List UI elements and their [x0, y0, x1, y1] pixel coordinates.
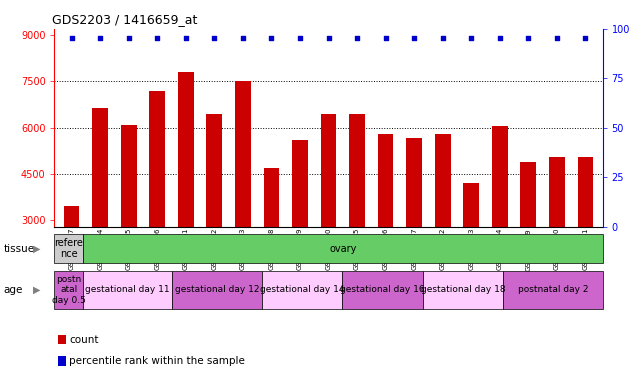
Text: gestational day 18: gestational day 18: [420, 285, 505, 295]
Bar: [520, 162, 536, 313]
Bar: [378, 134, 394, 313]
Bar: [262, 271, 342, 309]
Point: [209, 35, 219, 41]
Point: [352, 35, 362, 41]
Point: [523, 35, 533, 41]
Bar: [92, 108, 108, 313]
Text: postn
atal
day 0.5: postn atal day 0.5: [52, 275, 86, 305]
Text: GDS2203 / 1416659_at: GDS2203 / 1416659_at: [52, 13, 197, 26]
Point: [466, 35, 476, 41]
Bar: [549, 157, 565, 313]
Text: age: age: [3, 285, 22, 295]
Bar: [320, 114, 337, 313]
Text: gestational day 11: gestational day 11: [85, 285, 170, 295]
Bar: [178, 72, 194, 313]
Bar: [54, 271, 83, 309]
Point: [152, 35, 162, 41]
Point: [552, 35, 562, 41]
Point: [238, 35, 248, 41]
Bar: [435, 134, 451, 313]
Text: ovary: ovary: [329, 243, 356, 254]
Point: [266, 35, 276, 41]
Bar: [206, 114, 222, 313]
Bar: [235, 81, 251, 313]
Point: [495, 35, 505, 41]
Point: [181, 35, 191, 41]
Bar: [578, 157, 594, 313]
Text: ▶: ▶: [33, 243, 41, 254]
Bar: [149, 91, 165, 313]
Point: [409, 35, 419, 41]
Point: [580, 35, 590, 41]
Text: gestational day 12: gestational day 12: [175, 285, 259, 295]
Text: gestational day 16: gestational day 16: [340, 285, 425, 295]
Bar: [349, 114, 365, 313]
Bar: [292, 140, 308, 313]
Bar: [423, 271, 503, 309]
Bar: [463, 183, 479, 313]
Bar: [63, 207, 79, 313]
Point: [295, 35, 305, 41]
Bar: [54, 234, 83, 263]
Bar: [83, 271, 172, 309]
Text: postnatal day 2: postnatal day 2: [518, 285, 588, 295]
Point: [323, 35, 333, 41]
Point: [124, 35, 134, 41]
Text: ▶: ▶: [33, 285, 41, 295]
Text: percentile rank within the sample: percentile rank within the sample: [69, 356, 245, 366]
Point: [95, 35, 105, 41]
Bar: [121, 124, 137, 313]
Point: [381, 35, 391, 41]
Text: refere
nce: refere nce: [54, 238, 83, 260]
Bar: [406, 139, 422, 313]
Text: tissue: tissue: [3, 243, 35, 254]
Bar: [263, 168, 279, 313]
Bar: [342, 271, 423, 309]
Point: [67, 35, 77, 41]
Bar: [503, 271, 603, 309]
Bar: [172, 271, 262, 309]
Text: gestational day 14: gestational day 14: [260, 285, 344, 295]
Text: count: count: [69, 335, 99, 345]
Bar: [492, 126, 508, 313]
Point: [438, 35, 448, 41]
